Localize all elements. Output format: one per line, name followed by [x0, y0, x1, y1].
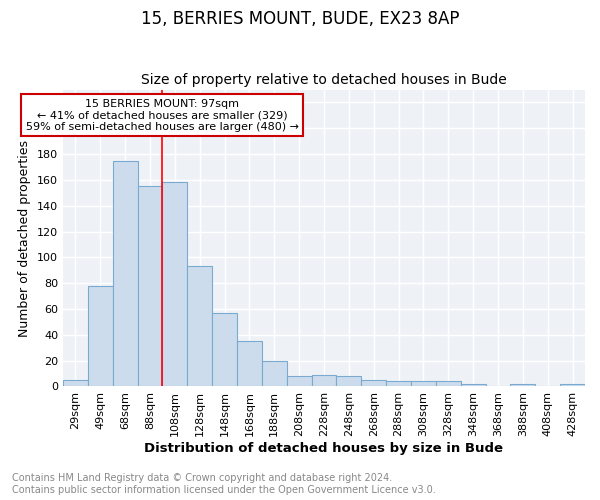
Bar [262, 360, 287, 386]
Text: 15 BERRIES MOUNT: 97sqm
← 41% of detached houses are smaller (329)
59% of semi-d: 15 BERRIES MOUNT: 97sqm ← 41% of detache… [26, 99, 299, 132]
Y-axis label: Number of detached properties: Number of detached properties [18, 140, 31, 336]
Bar [461, 384, 485, 386]
Bar [212, 313, 237, 386]
Bar [436, 382, 461, 386]
Bar [137, 186, 163, 386]
Bar [88, 286, 113, 386]
Bar [337, 376, 361, 386]
Bar [311, 375, 337, 386]
Bar [113, 160, 137, 386]
Text: 15, BERRIES MOUNT, BUDE, EX23 8AP: 15, BERRIES MOUNT, BUDE, EX23 8AP [141, 10, 459, 28]
Bar [560, 384, 585, 386]
Bar [187, 266, 212, 386]
Text: Contains HM Land Registry data © Crown copyright and database right 2024.
Contai: Contains HM Land Registry data © Crown c… [12, 474, 436, 495]
Bar [511, 384, 535, 386]
Bar [361, 380, 386, 386]
Bar [386, 382, 411, 386]
Bar [163, 182, 187, 386]
Bar [287, 376, 311, 386]
Bar [63, 380, 88, 386]
Title: Size of property relative to detached houses in Bude: Size of property relative to detached ho… [141, 73, 507, 87]
Bar [411, 382, 436, 386]
X-axis label: Distribution of detached houses by size in Bude: Distribution of detached houses by size … [145, 442, 503, 455]
Bar [237, 342, 262, 386]
